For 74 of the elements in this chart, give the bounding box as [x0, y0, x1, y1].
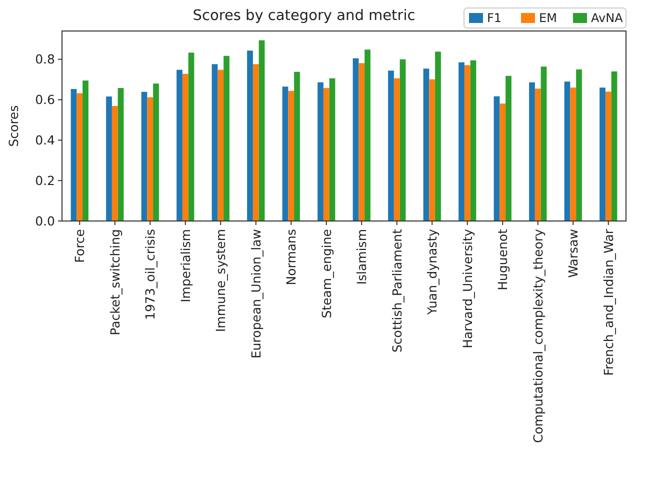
bar	[605, 92, 612, 221]
x-tick-label: Yuan_dynasty	[424, 228, 440, 316]
x-tick-label: Imperialism	[178, 229, 193, 302]
chart-title: Scores by category and metric	[192, 8, 416, 24]
bar	[176, 70, 182, 221]
bar	[464, 65, 470, 221]
bar	[352, 58, 359, 221]
bar	[329, 78, 336, 221]
x-tick-label: Warsaw	[566, 229, 580, 278]
x-tick-label: Scottish_Parliament	[389, 228, 404, 352]
bar	[118, 88, 124, 221]
bar	[429, 79, 436, 221]
bar	[218, 70, 224, 221]
bar	[534, 88, 541, 221]
legend-label: AvNA	[591, 11, 624, 26]
x-tick-label: Normans	[284, 229, 298, 286]
x-tick-label: European_Union_law	[248, 229, 264, 359]
x-tick-label: Islamism	[354, 229, 369, 285]
y-tick-label: 0.2	[35, 172, 55, 188]
bar	[470, 60, 476, 221]
bar	[258, 40, 265, 221]
x-tick-label: Packet_switching	[107, 229, 122, 336]
legend-label: EM	[539, 11, 557, 26]
bar	[611, 71, 618, 221]
bar	[141, 92, 148, 221]
bar	[388, 70, 394, 221]
bar	[252, 64, 259, 221]
bar	[282, 86, 288, 221]
bar	[153, 84, 159, 221]
y-tick-label: 0.8	[35, 52, 56, 67]
bar	[147, 97, 154, 221]
bar	[212, 64, 218, 221]
bar	[435, 52, 441, 221]
bar	[458, 62, 464, 221]
x-tick-label: French_and_Indian_War	[600, 228, 616, 376]
x-tick-label: Huguenot	[495, 228, 510, 290]
y-tick-label: 0.0	[35, 213, 56, 228]
y-tick-label: 0.4	[35, 132, 56, 148]
bar	[529, 82, 535, 221]
bar	[106, 96, 112, 221]
x-tick-label: Force	[72, 228, 87, 263]
bar	[294, 72, 300, 221]
legend-label: F1	[487, 11, 502, 26]
bar	[188, 52, 194, 221]
bar	[323, 88, 330, 221]
bar	[82, 80, 88, 221]
bar	[112, 106, 118, 221]
x-tick-label: Harvard_University	[460, 228, 475, 348]
bar	[394, 78, 400, 221]
bar	[570, 88, 576, 221]
y-axis-title: Scores	[6, 105, 21, 147]
bar	[358, 63, 365, 221]
bar	[318, 82, 324, 221]
bar	[576, 69, 582, 221]
bar	[70, 89, 77, 221]
bar	[224, 56, 230, 221]
bar	[564, 82, 570, 221]
bar	[182, 74, 188, 221]
x-tick-label: Steam_engine	[318, 228, 334, 318]
bar	[540, 66, 547, 221]
bar	[247, 50, 253, 221]
bar	[400, 59, 406, 221]
x-tick-label: 1973_oil_crisis	[142, 229, 158, 320]
bar	[364, 50, 370, 221]
y-tick-label: 0.6	[35, 92, 56, 108]
bar	[288, 90, 294, 221]
bar	[76, 93, 83, 221]
bar	[600, 88, 606, 221]
x-tick-label: Computational_complexity_theory	[530, 228, 546, 443]
x-tick-label: Immune_system	[213, 229, 228, 332]
bar	[500, 104, 506, 221]
bar	[423, 68, 430, 221]
bar	[494, 96, 500, 221]
bar	[506, 76, 512, 221]
